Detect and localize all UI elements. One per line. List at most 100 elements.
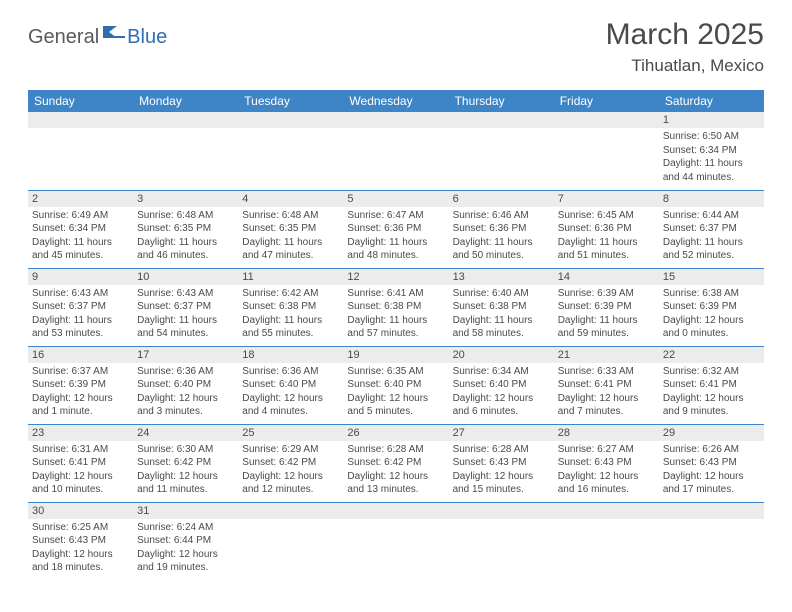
sunrise-text: Sunrise: 6:42 AM — [242, 287, 339, 301]
location-label: Tihuatlan, Mexico — [606, 56, 764, 76]
sunset-text: Sunset: 6:36 PM — [558, 222, 655, 236]
daylight-text: Daylight: 11 hours and 46 minutes. — [137, 236, 234, 263]
sunset-text: Sunset: 6:43 PM — [663, 456, 760, 470]
calendar-day-cell: 28Sunrise: 6:27 AMSunset: 6:43 PMDayligh… — [554, 424, 659, 502]
calendar-day-cell — [343, 502, 448, 580]
daylight-text: Daylight: 12 hours and 5 minutes. — [347, 392, 444, 419]
calendar-day-cell: 27Sunrise: 6:28 AMSunset: 6:43 PMDayligh… — [449, 424, 554, 502]
daylight-text: Daylight: 11 hours and 45 minutes. — [32, 236, 129, 263]
daylight-text: Daylight: 12 hours and 0 minutes. — [663, 314, 760, 341]
daylight-text: Daylight: 12 hours and 16 minutes. — [558, 470, 655, 497]
calendar-week-row: 9Sunrise: 6:43 AMSunset: 6:37 PMDaylight… — [28, 268, 764, 346]
daylight-text: Daylight: 11 hours and 53 minutes. — [32, 314, 129, 341]
calendar-day-cell: 24Sunrise: 6:30 AMSunset: 6:42 PMDayligh… — [133, 424, 238, 502]
sunrise-text: Sunrise: 6:31 AM — [32, 443, 129, 457]
day-number: 12 — [343, 269, 448, 285]
daylight-text: Daylight: 11 hours and 58 minutes. — [453, 314, 550, 341]
calendar-day-cell: 21Sunrise: 6:33 AMSunset: 6:41 PMDayligh… — [554, 346, 659, 424]
sunset-text: Sunset: 6:39 PM — [32, 378, 129, 392]
calendar-day-cell: 18Sunrise: 6:36 AMSunset: 6:40 PMDayligh… — [238, 346, 343, 424]
sunset-text: Sunset: 6:41 PM — [663, 378, 760, 392]
daylight-text: Daylight: 12 hours and 17 minutes. — [663, 470, 760, 497]
calendar-week-row: 30Sunrise: 6:25 AMSunset: 6:43 PMDayligh… — [28, 502, 764, 580]
sunrise-text: Sunrise: 6:27 AM — [558, 443, 655, 457]
day-details: Sunrise: 6:26 AMSunset: 6:43 PMDaylight:… — [659, 441, 764, 501]
day-details: Sunrise: 6:41 AMSunset: 6:38 PMDaylight:… — [343, 285, 448, 345]
day-number: 19 — [343, 347, 448, 363]
day-details: Sunrise: 6:29 AMSunset: 6:42 PMDaylight:… — [238, 441, 343, 501]
sunset-text: Sunset: 6:40 PM — [347, 378, 444, 392]
weekday-header-row: Sunday Monday Tuesday Wednesday Thursday… — [28, 90, 764, 112]
sunset-text: Sunset: 6:34 PM — [32, 222, 129, 236]
title-block: March 2025 Tihuatlan, Mexico — [606, 18, 764, 76]
day-details: Sunrise: 6:40 AMSunset: 6:38 PMDaylight:… — [449, 285, 554, 345]
weekday-header: Sunday — [28, 90, 133, 112]
calendar-week-row: 1Sunrise: 6:50 AMSunset: 6:34 PMDaylight… — [28, 112, 764, 190]
day-details: Sunrise: 6:37 AMSunset: 6:39 PMDaylight:… — [28, 363, 133, 423]
daylight-text: Daylight: 11 hours and 52 minutes. — [663, 236, 760, 263]
calendar-day-cell — [554, 112, 659, 190]
day-details: Sunrise: 6:39 AMSunset: 6:39 PMDaylight:… — [554, 285, 659, 345]
calendar-day-cell: 10Sunrise: 6:43 AMSunset: 6:37 PMDayligh… — [133, 268, 238, 346]
calendar-day-cell: 25Sunrise: 6:29 AMSunset: 6:42 PMDayligh… — [238, 424, 343, 502]
day-details: Sunrise: 6:49 AMSunset: 6:34 PMDaylight:… — [28, 207, 133, 267]
day-details: Sunrise: 6:47 AMSunset: 6:36 PMDaylight:… — [343, 207, 448, 267]
day-number: 28 — [554, 425, 659, 441]
day-details: Sunrise: 6:45 AMSunset: 6:36 PMDaylight:… — [554, 207, 659, 267]
sunset-text: Sunset: 6:42 PM — [137, 456, 234, 470]
sunrise-text: Sunrise: 6:29 AM — [242, 443, 339, 457]
daylight-text: Daylight: 11 hours and 48 minutes. — [347, 236, 444, 263]
sunset-text: Sunset: 6:38 PM — [242, 300, 339, 314]
day-number: 4 — [238, 191, 343, 207]
calendar-day-cell: 29Sunrise: 6:26 AMSunset: 6:43 PMDayligh… — [659, 424, 764, 502]
calendar-day-cell: 23Sunrise: 6:31 AMSunset: 6:41 PMDayligh… — [28, 424, 133, 502]
day-number: 29 — [659, 425, 764, 441]
daylight-text: Daylight: 11 hours and 50 minutes. — [453, 236, 550, 263]
day-details: Sunrise: 6:33 AMSunset: 6:41 PMDaylight:… — [554, 363, 659, 423]
sunrise-text: Sunrise: 6:49 AM — [32, 209, 129, 223]
calendar-day-cell — [238, 502, 343, 580]
day-number — [28, 112, 133, 128]
sunset-text: Sunset: 6:39 PM — [663, 300, 760, 314]
sunrise-text: Sunrise: 6:50 AM — [663, 130, 760, 144]
calendar-week-row: 16Sunrise: 6:37 AMSunset: 6:39 PMDayligh… — [28, 346, 764, 424]
day-number — [238, 112, 343, 128]
calendar-day-cell: 3Sunrise: 6:48 AMSunset: 6:35 PMDaylight… — [133, 190, 238, 268]
daylight-text: Daylight: 11 hours and 55 minutes. — [242, 314, 339, 341]
day-details: Sunrise: 6:43 AMSunset: 6:37 PMDaylight:… — [28, 285, 133, 345]
daylight-text: Daylight: 12 hours and 10 minutes. — [32, 470, 129, 497]
sunrise-text: Sunrise: 6:33 AM — [558, 365, 655, 379]
daylight-text: Daylight: 11 hours and 59 minutes. — [558, 314, 655, 341]
sunset-text: Sunset: 6:37 PM — [137, 300, 234, 314]
day-number — [133, 112, 238, 128]
day-number: 11 — [238, 269, 343, 285]
calendar-day-cell: 2Sunrise: 6:49 AMSunset: 6:34 PMDaylight… — [28, 190, 133, 268]
day-details: Sunrise: 6:31 AMSunset: 6:41 PMDaylight:… — [28, 441, 133, 501]
day-number — [449, 112, 554, 128]
daylight-text: Daylight: 11 hours and 47 minutes. — [242, 236, 339, 263]
calendar-week-row: 2Sunrise: 6:49 AMSunset: 6:34 PMDaylight… — [28, 190, 764, 268]
calendar-day-cell — [133, 112, 238, 190]
day-details: Sunrise: 6:28 AMSunset: 6:42 PMDaylight:… — [343, 441, 448, 501]
calendar-day-cell: 4Sunrise: 6:48 AMSunset: 6:35 PMDaylight… — [238, 190, 343, 268]
sunrise-text: Sunrise: 6:43 AM — [137, 287, 234, 301]
day-number — [343, 503, 448, 519]
calendar-day-cell — [238, 112, 343, 190]
day-details: Sunrise: 6:35 AMSunset: 6:40 PMDaylight:… — [343, 363, 448, 423]
sunrise-text: Sunrise: 6:28 AM — [347, 443, 444, 457]
day-details: Sunrise: 6:38 AMSunset: 6:39 PMDaylight:… — [659, 285, 764, 345]
sunrise-text: Sunrise: 6:38 AM — [663, 287, 760, 301]
day-number — [238, 503, 343, 519]
calendar-day-cell: 22Sunrise: 6:32 AMSunset: 6:41 PMDayligh… — [659, 346, 764, 424]
calendar-day-cell: 17Sunrise: 6:36 AMSunset: 6:40 PMDayligh… — [133, 346, 238, 424]
calendar-day-cell: 5Sunrise: 6:47 AMSunset: 6:36 PMDaylight… — [343, 190, 448, 268]
day-details: Sunrise: 6:48 AMSunset: 6:35 PMDaylight:… — [238, 207, 343, 267]
sunrise-text: Sunrise: 6:36 AM — [137, 365, 234, 379]
calendar-day-cell: 7Sunrise: 6:45 AMSunset: 6:36 PMDaylight… — [554, 190, 659, 268]
calendar-week-row: 23Sunrise: 6:31 AMSunset: 6:41 PMDayligh… — [28, 424, 764, 502]
calendar-day-cell: 6Sunrise: 6:46 AMSunset: 6:36 PMDaylight… — [449, 190, 554, 268]
sunrise-text: Sunrise: 6:44 AM — [663, 209, 760, 223]
day-details: Sunrise: 6:43 AMSunset: 6:37 PMDaylight:… — [133, 285, 238, 345]
day-details: Sunrise: 6:28 AMSunset: 6:43 PMDaylight:… — [449, 441, 554, 501]
day-number: 26 — [343, 425, 448, 441]
